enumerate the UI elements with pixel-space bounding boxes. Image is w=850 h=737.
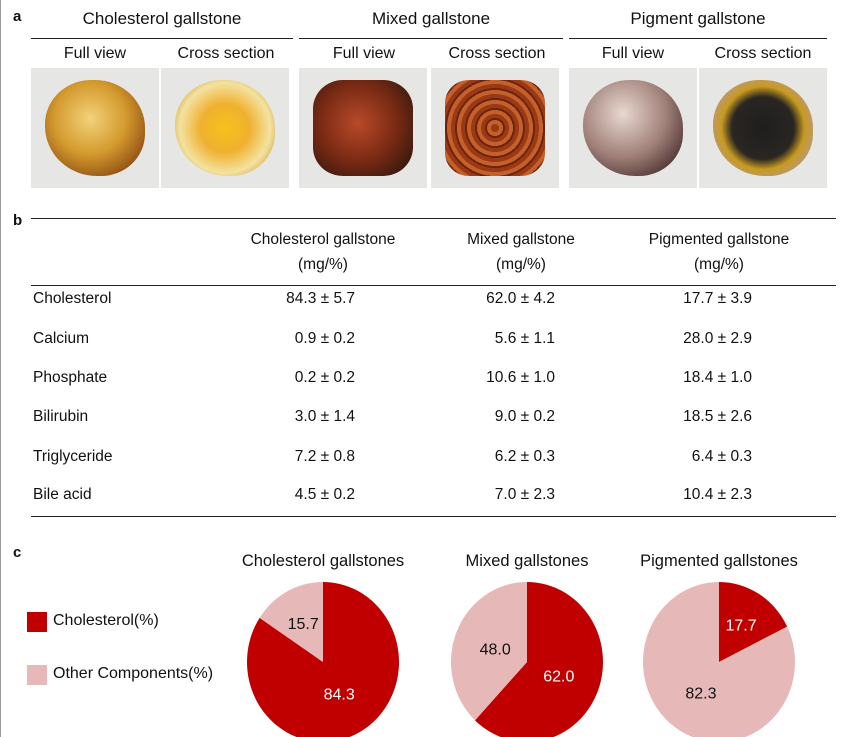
pie-data-label: 62.0 bbox=[543, 668, 574, 685]
pie-title: Cholesterol gallstones bbox=[241, 552, 405, 570]
pie-slice-other bbox=[450, 582, 527, 721]
column-header: Mixed gallstone bbox=[467, 231, 575, 248]
panel-b-label: b bbox=[13, 212, 23, 229]
group-title-pigment: Pigment gallstone bbox=[630, 9, 766, 28]
table-cell: 3.0 ± 1.4 bbox=[294, 408, 355, 425]
view-label: Cross section bbox=[448, 45, 546, 62]
table-cell: 6.2 ± 0.3 bbox=[494, 448, 555, 465]
table-cell: 62.0 ± 4.2 bbox=[486, 290, 555, 307]
table-cell: 4.5 ± 0.2 bbox=[294, 486, 355, 503]
panel-a-label: a bbox=[13, 8, 22, 25]
divider bbox=[299, 38, 563, 39]
row-label: Phosphate bbox=[33, 369, 108, 386]
table-bottom-rule bbox=[31, 516, 836, 517]
table-cell: 5.6 ± 1.1 bbox=[494, 330, 555, 347]
column-unit: (mg/%) bbox=[694, 256, 744, 273]
table-cell: 7.2 ± 0.8 bbox=[294, 448, 355, 465]
table-top-rule bbox=[31, 218, 836, 219]
pigment-cross-section-photo bbox=[699, 68, 827, 188]
view-label: Cross section bbox=[177, 45, 275, 62]
column-unit: (mg/%) bbox=[298, 256, 348, 273]
table-cell: 28.0 ± 2.9 bbox=[683, 330, 752, 347]
table-cell: 0.2 ± 0.2 bbox=[294, 369, 355, 386]
table-cell: 6.4 ± 0.3 bbox=[691, 448, 752, 465]
legend-label: Cholesterol(%) bbox=[53, 612, 159, 629]
pie-slice-cholesterol bbox=[247, 582, 399, 737]
divider bbox=[31, 38, 293, 39]
group-title-cholesterol: Cholesterol gallstone bbox=[82, 9, 242, 28]
divider bbox=[569, 38, 827, 39]
row-label: Calcium bbox=[33, 330, 89, 347]
view-label: Full view bbox=[601, 45, 665, 62]
pie-data-label: 15.7 bbox=[288, 616, 319, 633]
legend-swatch-cholesterol bbox=[27, 612, 47, 632]
mixed-full-view-photo bbox=[299, 68, 427, 188]
table-cell: 10.4 ± 2.3 bbox=[683, 486, 752, 503]
legend-label: Other Components(%) bbox=[53, 665, 214, 682]
legend-swatch-other bbox=[27, 665, 47, 685]
view-label: Cross section bbox=[714, 45, 812, 62]
group-title-mixed: Mixed gallstone bbox=[371, 9, 491, 28]
table-cell: 84.3 ± 5.7 bbox=[286, 290, 355, 307]
cholesterol-cross-section-photo bbox=[161, 68, 289, 188]
pie-slice-cholesterol bbox=[719, 582, 788, 662]
table-cell: 17.7 ± 3.9 bbox=[683, 290, 752, 307]
table-cell: 18.5 ± 2.6 bbox=[683, 408, 752, 425]
table-cell: 10.6 ± 1.0 bbox=[486, 369, 555, 386]
column-header: Cholesterol gallstone bbox=[250, 231, 396, 248]
view-label: Full view bbox=[332, 45, 396, 62]
table-header-rule bbox=[31, 285, 836, 286]
pie-data-label: 82.3 bbox=[685, 686, 716, 703]
pie-data-label: 48.0 bbox=[480, 642, 511, 659]
table-cell: 9.0 ± 0.2 bbox=[494, 408, 555, 425]
row-label: Cholesterol bbox=[33, 290, 112, 307]
table-cell: 18.4 ± 1.0 bbox=[683, 369, 752, 386]
pie-data-label: 84.3 bbox=[324, 687, 355, 704]
pigment-full-view-photo bbox=[569, 68, 697, 188]
pie-title: Mixed gallstones bbox=[465, 552, 589, 570]
view-label: Full view bbox=[63, 45, 127, 62]
row-label: Bilirubin bbox=[33, 408, 89, 425]
pie-slice-other bbox=[643, 582, 796, 737]
pie-title: Pigmented gallstones bbox=[640, 552, 798, 570]
cholesterol-full-view-photo bbox=[31, 68, 159, 188]
panel-c-label: c bbox=[13, 544, 22, 561]
table-cell: 0.9 ± 0.2 bbox=[294, 330, 355, 347]
pie-data-label: 17.7 bbox=[725, 618, 756, 635]
pie-slice-cholesterol bbox=[474, 582, 603, 737]
table-cell: 7.0 ± 2.3 bbox=[494, 486, 555, 503]
column-unit: (mg/%) bbox=[496, 256, 546, 273]
row-label: Triglyceride bbox=[33, 448, 113, 465]
pie-slice-other bbox=[259, 582, 323, 662]
column-header: Pigmented gallstone bbox=[648, 231, 790, 248]
mixed-cross-section-photo bbox=[431, 68, 559, 188]
row-label: Bile acid bbox=[33, 486, 92, 503]
